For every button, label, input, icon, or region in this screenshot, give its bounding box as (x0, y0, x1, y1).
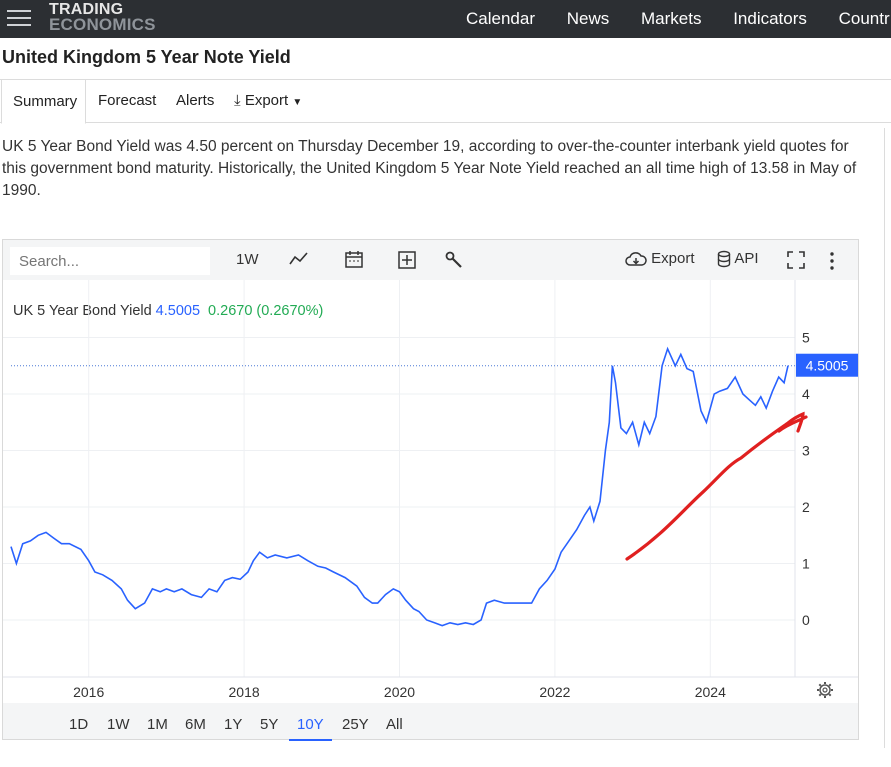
range-selector: 1D 1W 1M 6M 1Y 5Y 10Y 25Y All (3, 703, 858, 741)
series-line-uk-5y (10, 346, 789, 627)
range-all[interactable]: All (386, 716, 403, 733)
top-nav: TRADING ECONOMICS Calendar News Markets … (0, 0, 891, 38)
range-1m[interactable]: 1M (147, 716, 168, 733)
red-arrow-head (777, 415, 808, 433)
add-indicator-icon[interactable] (397, 250, 417, 270)
chart-legend: UK 5 Year Bond Yield 4.5005 0.2670 (0.2670… (13, 303, 323, 319)
y-tick-label-4: 4 (802, 386, 810, 402)
database-icon (717, 250, 731, 268)
range-5y[interactable]: 5Y (260, 716, 279, 733)
export-chart-label: Export (651, 250, 695, 267)
tab-bar: Summary Forecast Alerts ⤓ Export ▼ (0, 79, 891, 124)
wrench-icon[interactable] (444, 250, 464, 270)
x-tick-label-2024: 2024 (695, 684, 726, 700)
nav-item-indicators[interactable]: Indicators (733, 9, 807, 28)
description: UK 5 Year Bond Yield was 4.50 percent on… (2, 138, 857, 199)
yield-chart[interactable]: 0 1 2 3 4 5 2016 2018 2020 2022 2024 4.5005 (3, 280, 858, 703)
tab-forecast[interactable]: Forecast (98, 92, 157, 109)
tab-export-label: Export (244, 92, 289, 109)
api-button[interactable]: API (717, 250, 759, 268)
logo[interactable]: TRADING ECONOMICS (49, 1, 156, 34)
nav-item-news[interactable]: News (566, 9, 610, 28)
price-tag: 4.5005 (796, 353, 858, 377)
nav-items: Calendar News Markets Indicators Countr (466, 9, 891, 29)
nav-item-countries[interactable]: Countr (838, 9, 890, 28)
tab-alerts[interactable]: Alerts (176, 92, 215, 109)
y-tick-label-0: 0 (802, 612, 810, 628)
search-input[interactable] (10, 247, 210, 275)
x-tick-label-2016: 2016 (73, 684, 104, 700)
legend-value: 4.5005 (155, 303, 201, 319)
calendar-icon[interactable] (344, 249, 364, 269)
range-10y[interactable]: 10Y (289, 716, 332, 741)
nav-item-markets[interactable]: Markets (640, 9, 702, 28)
y-tick-label-3: 3 (802, 443, 810, 459)
interval-button[interactable]: 1W (236, 251, 259, 268)
hamburger-menu-icon[interactable] (7, 5, 31, 29)
legend-change: 0.2670 (0.2670%) (208, 303, 324, 319)
range-1y[interactable]: 1Y (224, 716, 243, 733)
red-arrow-annotation (625, 411, 805, 561)
chart-grid (3, 280, 795, 677)
y-axis-labels: 0 1 2 3 4 5 (802, 330, 810, 629)
download-icon: ⤓ (234, 92, 241, 109)
logo-line2: ECONOMICS (49, 15, 156, 34)
range-1w[interactable]: 1W (107, 716, 130, 733)
tab-export[interactable]: ⤓ Export ▼ (234, 92, 302, 109)
chart-toolbar: 1W Export API (3, 240, 858, 280)
tab-summary-label: Summary (13, 93, 78, 110)
line-chart-icon[interactable] (289, 250, 309, 268)
fullscreen-icon[interactable] (786, 250, 806, 270)
settings-gear-icon[interactable] (817, 682, 833, 698)
chart-container: 1W Export API UK 5 Year Bond Yield4.5005… (2, 239, 859, 741)
nav-item-calendar[interactable]: Calendar (466, 9, 535, 28)
logo-line1: TRADING (49, 1, 124, 18)
x-tick-label-2018: 2018 (229, 684, 260, 700)
price-tag-label: 4.5005 (806, 358, 849, 374)
x-tick-label-2022: 2022 (539, 684, 570, 700)
export-chart-button[interactable]: Export (625, 250, 695, 268)
x-tick-label-2020: 2020 (384, 684, 415, 700)
y-tick-label-5: 5 (802, 330, 810, 346)
legend-series-name: UK 5 Year Bond Yield (13, 303, 152, 319)
page-title: United Kingdom 5 Year Note Yield (2, 47, 291, 67)
api-label: API (734, 250, 759, 267)
sidebar-divider (884, 128, 885, 748)
cloud-download-icon (625, 252, 647, 266)
more-options-icon[interactable] (829, 251, 835, 271)
tab-summary[interactable]: Summary (1, 79, 86, 124)
caret-down-icon: ▼ (292, 97, 303, 108)
y-tick-label-1: 1 (802, 556, 810, 572)
range-25y[interactable]: 25Y (342, 716, 369, 733)
range-6m[interactable]: 6M (185, 716, 206, 733)
y-tick-label-2: 2 (802, 499, 810, 515)
range-1d[interactable]: 1D (69, 716, 89, 733)
x-axis-labels: 2016 2018 2020 2022 2024 (73, 684, 726, 700)
price-tag-bg (796, 353, 858, 377)
